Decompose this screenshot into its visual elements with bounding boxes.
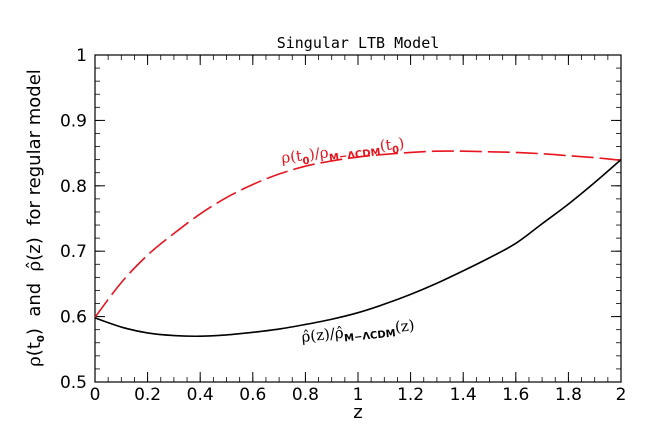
ann-red-end: ) (397, 134, 405, 153)
x-axis-label: z (353, 402, 362, 423)
annotation-black: ρ̂(z)/ρ̂M−ΛCDM(z) (301, 316, 416, 349)
series-line-black-solid (94, 159, 622, 338)
y-tick-label: 0.5 (60, 373, 87, 393)
x-tick-label: 0.4 (187, 385, 214, 405)
ann-red-subm: M−ΛCDM (329, 147, 382, 164)
y-tick-label: 0.8 (60, 177, 87, 197)
ann-black-tail: (z) (394, 316, 415, 336)
y-label-z-part: (z) for regular model (24, 69, 45, 261)
ann-red-rho: ρ(t (280, 147, 303, 167)
x-tick-label: 1.4 (450, 385, 477, 405)
x-tick-label: 2 (616, 385, 627, 405)
y-label-rhohat: ρ̂ (24, 261, 45, 272)
ann-red-sub0: 0 (302, 156, 310, 168)
x-tick-label: 0.2 (134, 385, 161, 405)
y-label-rho: ρ (24, 356, 45, 367)
y-tick-label: 1 (76, 46, 87, 66)
x-tick-label: 1.8 (555, 385, 582, 405)
x-tick-label: 1 (353, 385, 364, 405)
x-tick-label: 1.6 (502, 385, 529, 405)
series-line-red-dashed (94, 150, 622, 318)
ann-black-subm: M−ΛCDM (344, 328, 397, 344)
y-label-paren-close: ) (24, 328, 45, 335)
ann-red-sub0b: 0 (392, 145, 400, 157)
y-label-sub0: 0 (36, 335, 47, 342)
y-label-paren-open: (t (24, 342, 45, 356)
y-axis-label: ρ(t0) and ρ̂(z) for regular model (24, 69, 47, 367)
y-tick-label: 0.7 (60, 242, 87, 262)
x-tick-label: 0.6 (239, 385, 266, 405)
y-label-mid: and (24, 271, 45, 328)
y-tick-label: 0.6 (60, 308, 87, 328)
series-layer (94, 150, 622, 338)
ann-red-close: )/ρ (308, 143, 330, 163)
x-tick-label: 0.8 (292, 385, 319, 405)
ann-red-paren: (t (379, 136, 393, 155)
chart-title: Singular LTB Model (277, 34, 440, 52)
ann-black-head: ρ̂(z)/ρ̂ (301, 324, 345, 346)
y-axis-ticks: 0.5 0.6 0.7 0.8 0.9 1 (60, 46, 621, 393)
x-tick-label: 1.2 (397, 385, 424, 405)
x-tick-label: 0 (90, 385, 101, 405)
annotation-red: ρ(t0)/ρM−ΛCDM(t0) (280, 134, 405, 170)
y-tick-label: 0.9 (60, 111, 87, 131)
x-axis-ticks: 0 0.2 0.4 0.6 0.8 1 1.2 1.4 1.6 1.8 2 (90, 55, 627, 405)
